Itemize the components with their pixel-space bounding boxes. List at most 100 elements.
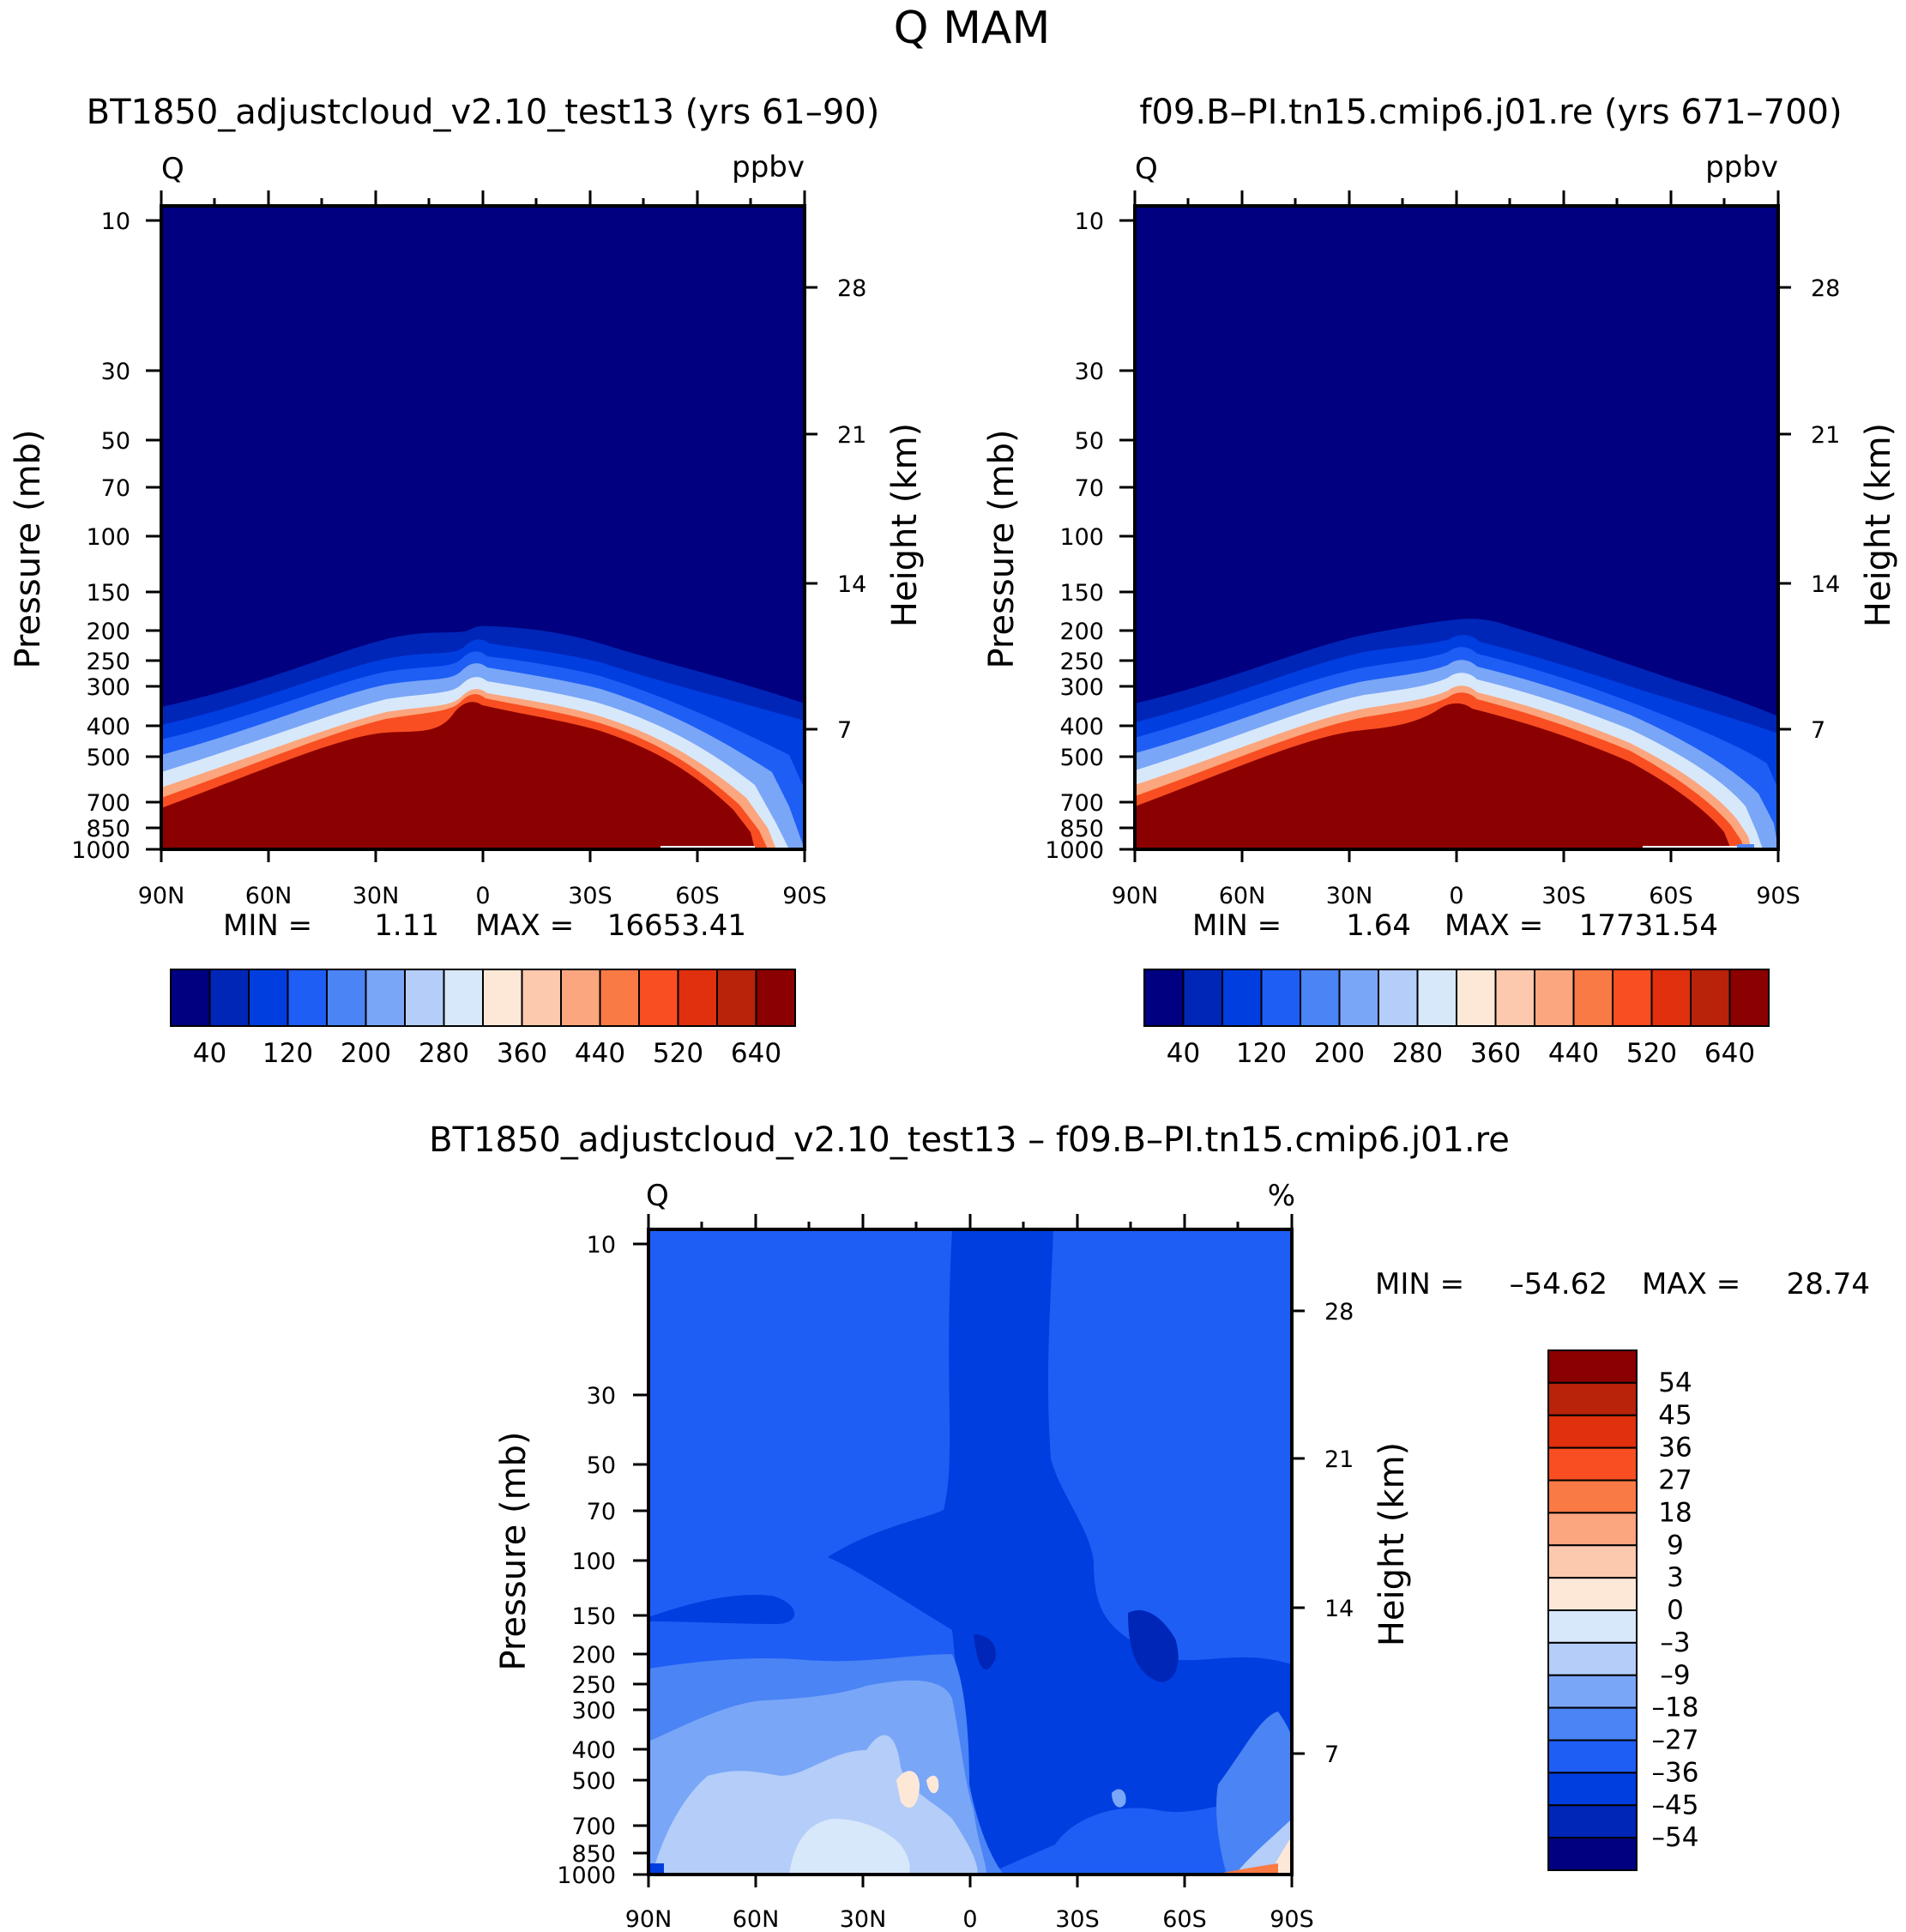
y-tick-label: 70: [1075, 475, 1104, 502]
colorbar-swatch: [208, 969, 250, 1027]
y-tick-label: 1000: [71, 837, 130, 864]
colorbar-label: 45: [1658, 1400, 1692, 1431]
panel-1-plot-area: [161, 206, 805, 849]
colorbar-label: –18: [1652, 1693, 1699, 1724]
panel-1-units-label: ppbv: [732, 150, 805, 184]
colorbar-label: 36: [1658, 1433, 1692, 1464]
panel-1-title: BT1850_adjustcloud_v2.10_test13 (yrs 61–…: [87, 93, 880, 132]
y-tick-label: 10: [101, 208, 130, 235]
x-tick-label: 30N: [840, 1906, 887, 1932]
panel-3-title: BT1850_adjustcloud_v2.10_test13 – f09.B–…: [429, 1120, 1510, 1160]
y-tick-label: 300: [86, 674, 130, 701]
right-tick-label: 28: [1324, 1299, 1354, 1325]
colorbar-swatch: [1547, 1739, 1638, 1774]
colorbar-swatch: [1547, 1544, 1638, 1579]
y-tick-label: 400: [1059, 714, 1104, 740]
x-tick-label: 60S: [1162, 1906, 1207, 1932]
colorbar-swatch: [1547, 1446, 1638, 1482]
y-tick-label: 200: [86, 619, 130, 645]
y-tick-label: 500: [1059, 745, 1104, 771]
x-tick-label: 90S: [1756, 883, 1800, 909]
colorbar-label: 640: [1704, 1038, 1755, 1069]
colorbar-swatch: [1260, 969, 1301, 1027]
y-tick-label: 10: [587, 1232, 616, 1259]
colorbar-label: –27: [1652, 1725, 1699, 1756]
panel-2-min-value: 1.64: [1346, 909, 1411, 943]
colorbar-label: –36: [1652, 1757, 1699, 1788]
colorbar-label: 200: [341, 1038, 391, 1069]
panel-2-contour-fill: [1135, 703, 1731, 849]
panel-3-right-axis-label: Height (km): [1372, 1442, 1412, 1646]
x-tick-label: 90S: [1270, 1906, 1314, 1932]
y-tick-label: 250: [1059, 649, 1104, 675]
panel-3-contour-fill: [652, 1735, 978, 1875]
panel-3-max-label: MAX =: [1642, 1267, 1740, 1301]
colorbar-label: 360: [497, 1038, 547, 1069]
panel-1-y-tick-labels: 10 30 50 70 100 150 200 250 300 400 500 …: [71, 208, 130, 864]
panel-2-y-axis-label: Pressure (mb): [982, 429, 1022, 668]
panel-2-max-value: 17731.54: [1579, 909, 1718, 943]
y-tick-label: 200: [571, 1642, 616, 1669]
panel-3-contour-fill: [648, 1595, 795, 1625]
panel-2-units-label: ppbv: [1705, 150, 1778, 184]
colorbar-swatch: [1547, 1479, 1638, 1514]
right-tick-label: 14: [837, 571, 866, 598]
panel-1-colorbar: 40 120 200 280 360 440 520 640: [170, 969, 796, 1069]
y-tick-label: 100: [1059, 524, 1104, 551]
colorbar-label: –3: [1660, 1627, 1690, 1658]
panel-1-min-label: MIN =: [223, 909, 312, 943]
panel-3-y-tick-labels: 10 30 50 70 100 150 200 250 300 400 500 …: [557, 1232, 616, 1889]
y-tick-label: 70: [101, 475, 130, 502]
colorbar-label: 280: [419, 1038, 469, 1069]
colorbar-swatch: [677, 969, 718, 1027]
colorbar-swatch: [248, 969, 289, 1027]
y-tick-label: 30: [1075, 359, 1104, 385]
colorbar-label: 640: [731, 1038, 781, 1069]
panel-3-contour-fill: [828, 1229, 1292, 1875]
colorbar-label: 520: [1626, 1038, 1677, 1069]
colorbar-label: 120: [1236, 1038, 1287, 1069]
panel-3-y-ticks: [633, 1242, 648, 1876]
y-tick-label: 850: [571, 1841, 616, 1868]
y-tick-label: 70: [587, 1499, 616, 1525]
right-tick-label: 28: [837, 275, 866, 302]
y-tick-label: 400: [571, 1737, 616, 1764]
colorbar-swatch: [1182, 969, 1223, 1027]
panel-2: f09.B–PI.tn15.cmip6.j01.re (yrs 671–700)…: [982, 93, 1898, 1069]
x-tick-label: 0: [1449, 883, 1463, 909]
panel-1-right-tick-labels: 28 21 14 7: [837, 275, 866, 744]
colorbar-label: –54: [1652, 1822, 1699, 1853]
x-tick-label: 30N: [1326, 883, 1373, 909]
panel-1-y-axis-label: Pressure (mb): [9, 429, 48, 668]
right-tick-label: 7: [1324, 1742, 1339, 1768]
y-tick-label: 250: [571, 1672, 616, 1699]
panel-2-plot-area: [1135, 206, 1778, 849]
y-tick-label: 100: [571, 1549, 616, 1575]
panel-1-right-ticks: [805, 286, 817, 731]
colorbar-swatch: [404, 969, 445, 1027]
colorbar-swatch: [1547, 1706, 1638, 1742]
right-tick-label: 21: [1324, 1446, 1354, 1473]
panel-3-corner-dark: [648, 1863, 664, 1875]
colorbar-swatch: [521, 969, 562, 1027]
panel-2-y-ticks: [1119, 219, 1135, 851]
colorbar-swatch: [1547, 1804, 1638, 1839]
panel-1: BT1850_adjustcloud_v2.10_test13 (yrs 61–…: [9, 93, 925, 1069]
colorbar-swatch: [1534, 969, 1575, 1027]
y-tick-label: 1000: [1045, 837, 1104, 864]
colorbar-swatch: [716, 969, 757, 1027]
y-tick-label: 700: [1059, 790, 1104, 817]
panel-2-y-tick-labels: 10 30 50 70 100 150 200 250 300 400 500 …: [1045, 208, 1104, 864]
right-tick-label: 28: [1811, 275, 1840, 302]
panel-1-y-ticks: [146, 219, 161, 851]
y-tick-label: 500: [86, 745, 130, 771]
colorbar-swatch: [1547, 1577, 1638, 1611]
colorbar-label: 40: [1167, 1038, 1200, 1069]
panel-3-plot-area: [648, 1229, 1292, 1875]
x-tick-label: 90S: [782, 883, 827, 909]
y-tick-label: 50: [587, 1452, 616, 1479]
colorbar-label: 0: [1667, 1595, 1684, 1626]
colorbar-swatch: [1494, 969, 1535, 1027]
y-tick-label: 150: [571, 1603, 616, 1630]
